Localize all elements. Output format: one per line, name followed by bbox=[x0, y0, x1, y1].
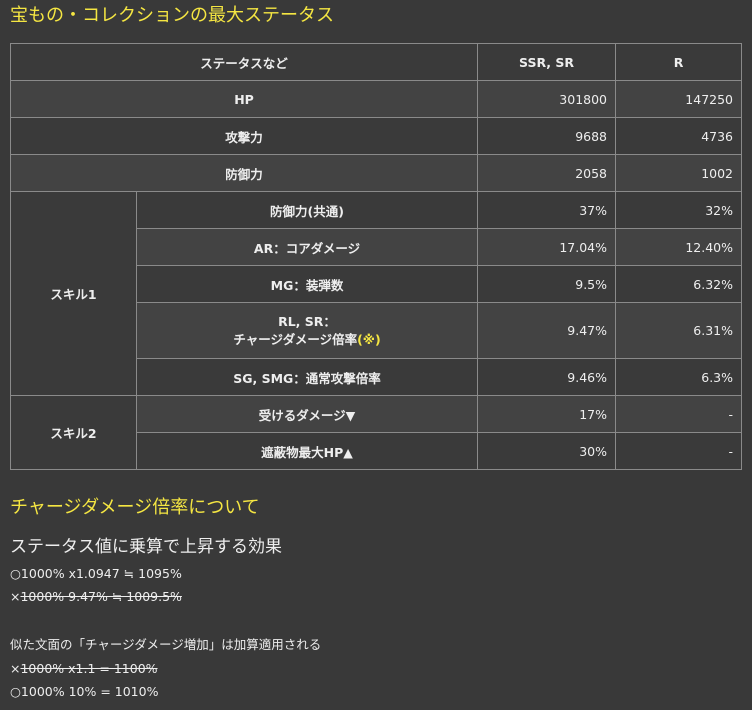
header-r: R bbox=[615, 43, 743, 81]
formula-incorrect: ×1000% 9.47% ≒ 1009.5% bbox=[10, 588, 182, 606]
table-row-attack: 攻撃力 9688 4736 bbox=[9, 117, 743, 155]
group-label-skill1: スキル1 bbox=[10, 191, 137, 396]
value-r: 147250 bbox=[615, 80, 743, 118]
table-header-row: ステータスなど SSR, SR R bbox=[9, 43, 743, 81]
row-label-line2: チャージダメージ倍率 bbox=[233, 331, 358, 347]
table-row-skill1-defense: スキル1 防御力(共通) 37% 32% bbox=[10, 191, 743, 396]
cross-mark: × bbox=[10, 589, 21, 604]
value-ssr-sr: 17% bbox=[477, 395, 617, 433]
value-r: 6.3% bbox=[615, 358, 743, 396]
header-status: ステータスなど bbox=[9, 43, 479, 81]
formula-correct-2: ○1000% 10% = 1010% bbox=[10, 684, 159, 699]
value-r: 4736 bbox=[615, 117, 743, 155]
table-row-skill1-rl-sr: RL, SR： チャージダメージ倍率(※) 9.47% 6.31% bbox=[11, 302, 743, 359]
value-r: 12.40% bbox=[615, 228, 743, 266]
row-label: 受けるダメージ▼ bbox=[135, 395, 479, 433]
formula-incorrect-2: ×1000% x1.1 = 1100% bbox=[10, 660, 158, 678]
value-r: 32% bbox=[615, 191, 743, 229]
group-label-skill2: スキル2 bbox=[10, 395, 137, 470]
struck-formula: 1000% x1.1 = 1100% bbox=[20, 661, 158, 676]
value-r: - bbox=[615, 395, 743, 433]
value-r: 6.32% bbox=[615, 265, 743, 303]
row-label: 防御力(共通) bbox=[135, 191, 479, 229]
table-row-skill2-damage: スキル2 受けるダメージ▼ 17% - bbox=[10, 395, 743, 470]
value-ssr-sr: 9.47% bbox=[477, 302, 617, 359]
row-label: HP bbox=[9, 80, 479, 118]
value-ssr-sr: 30% bbox=[477, 432, 617, 470]
row-label: 遮蔽物最大HP▲ bbox=[135, 432, 479, 470]
value-ssr-sr: 9688 bbox=[477, 117, 617, 155]
table-row-defense: 防御力 2058 1002 bbox=[9, 154, 743, 192]
row-label-line1: RL, SR： bbox=[278, 313, 336, 329]
table-row-skill1-sg-smg: SG, SMG：通常攻撃倍率 9.46% 6.3% bbox=[11, 358, 743, 396]
row-label: RL, SR： チャージダメージ倍率(※) bbox=[135, 302, 479, 359]
row-label: 攻撃力 bbox=[9, 117, 479, 155]
max-status-table: ステータスなど SSR, SR R HP 301800 147250 攻撃力 9… bbox=[9, 43, 743, 470]
value-ssr-sr: 2058 bbox=[477, 154, 617, 192]
section-subheading: ステータス値に乗算で上昇する効果 bbox=[10, 537, 282, 557]
footnote-mark: (※) bbox=[357, 331, 381, 347]
table-row-skill1-mg: MG：装弾数 9.5% 6.32% bbox=[11, 265, 743, 303]
section-heading-charge: チャージダメージ倍率について bbox=[10, 497, 260, 518]
value-ssr-sr: 9.46% bbox=[477, 358, 617, 396]
value-ssr-sr: 9.5% bbox=[477, 265, 617, 303]
header-ssr-sr: SSR, SR bbox=[477, 43, 617, 81]
value-ssr-sr: 37% bbox=[477, 191, 617, 229]
row-label: 防御力 bbox=[9, 154, 479, 192]
value-r: - bbox=[615, 432, 743, 470]
value-ssr-sr: 17.04% bbox=[477, 228, 617, 266]
value-r: 6.31% bbox=[615, 302, 743, 359]
formula-correct: ○1000% x1.0947 ≒ 1095% bbox=[10, 566, 182, 581]
struck-formula: 1000% 9.47% ≒ 1009.5% bbox=[20, 589, 182, 604]
table-row-skill1-ar: AR：コアダメージ 17.04% 12.40% bbox=[11, 228, 743, 266]
table-row-hp: HP 301800 147250 bbox=[9, 80, 743, 118]
table-row-skill2-cover: 遮蔽物最大HP▲ 30% - bbox=[11, 432, 743, 470]
value-r: 1002 bbox=[615, 154, 743, 192]
row-label: AR：コアダメージ bbox=[135, 228, 479, 266]
page-title: 宝もの・コレクションの最大ステータス bbox=[10, 5, 334, 26]
row-label: SG, SMG：通常攻撃倍率 bbox=[135, 358, 479, 396]
row-label: MG：装弾数 bbox=[135, 265, 479, 303]
value-ssr-sr: 301800 bbox=[477, 80, 617, 118]
note-text: 似た文面の「チャージダメージ増加」は加算適用される bbox=[10, 637, 322, 652]
cross-mark: × bbox=[10, 661, 21, 676]
